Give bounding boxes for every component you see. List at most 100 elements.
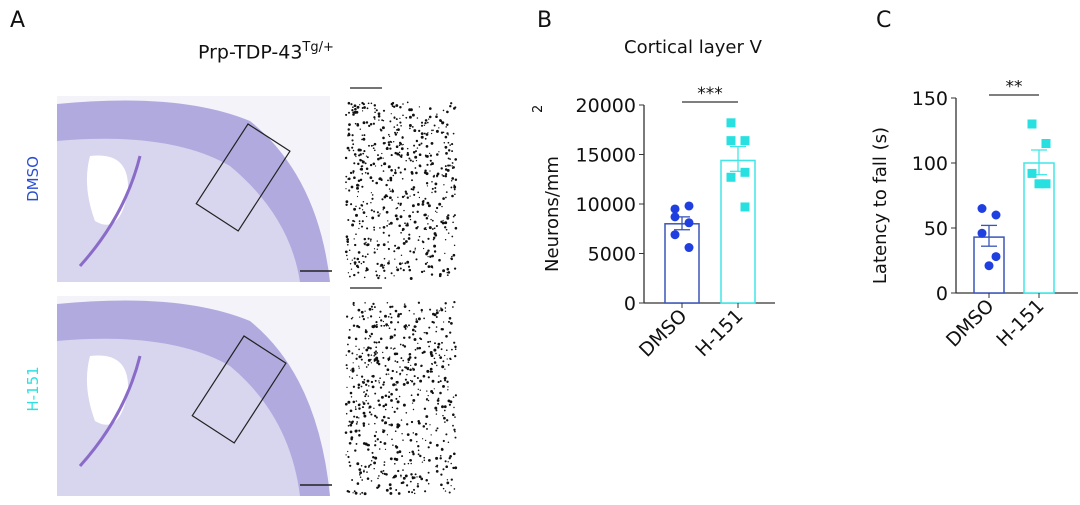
neuron-dot [351, 139, 354, 142]
neuron-dot [344, 250, 348, 254]
neuron-dot [345, 188, 347, 190]
neuron-dot [454, 430, 456, 433]
neuron-dot [450, 186, 453, 189]
neuron-dot [373, 341, 376, 344]
neuron-dot [448, 491, 451, 494]
neuron-dot [351, 352, 354, 355]
neuron-dot [395, 217, 399, 221]
neuron-dot [353, 490, 356, 493]
data-point [977, 228, 987, 238]
neuron-dot [355, 442, 358, 445]
neuron-dot [413, 313, 415, 315]
neuron-dot [354, 429, 358, 433]
neuron-dot [433, 244, 437, 248]
neuron-dot [390, 423, 394, 427]
neuron-dot [394, 131, 396, 134]
neuron-dot [402, 476, 406, 480]
neuron-dot [395, 352, 399, 356]
neuron-dot [360, 225, 364, 228]
neuron-dot [370, 209, 373, 212]
neuron-dot [352, 111, 355, 114]
neuron-dot [425, 172, 429, 176]
neuron-dot [444, 460, 447, 463]
neuron-dot [418, 106, 421, 108]
data-point [684, 218, 694, 228]
neuron-dot [406, 151, 409, 154]
neuron-dot [401, 481, 405, 484]
neuron-dot [362, 424, 366, 427]
neuron-dot [389, 178, 393, 182]
neuron-dot [402, 382, 406, 386]
neuron-dot [421, 203, 425, 206]
neuron-dot [433, 361, 437, 364]
neuron-dot [379, 156, 383, 160]
neuron-dot [411, 179, 413, 182]
neuron-dot [433, 388, 435, 390]
neuron-dot [427, 237, 430, 240]
neuron-dot [442, 414, 444, 417]
neuron-dot [452, 424, 454, 427]
neuron-dot [412, 211, 414, 214]
neuron-dot [371, 451, 374, 454]
neuron-dot [405, 160, 407, 162]
x-tick-label: H-151 [992, 295, 1048, 351]
neuron-dot [348, 329, 351, 331]
neuron-dot [418, 129, 421, 132]
neuron-dot [448, 317, 452, 320]
neuron-dot [402, 469, 404, 471]
neuron-dot [397, 321, 400, 324]
neuron-dot [400, 147, 404, 151]
neuron-dot [384, 394, 388, 398]
neuron-dot [428, 326, 431, 329]
neuron-dot [409, 379, 412, 382]
neuron-dot [424, 490, 427, 493]
neuron-dot [387, 395, 391, 399]
neuron-dot [425, 182, 429, 185]
neuron-dot [366, 477, 370, 480]
neuron-dot [388, 188, 391, 190]
neuron-dot [364, 310, 366, 312]
neuron-dot [377, 477, 379, 480]
neuron-dot [367, 346, 370, 350]
neuron-dot [378, 380, 380, 382]
neuron-dot [442, 487, 445, 490]
neuron-dot [438, 151, 440, 153]
neuron-dot [352, 362, 354, 364]
neuron-dot [427, 223, 429, 225]
neuron-dot [360, 375, 364, 378]
neuron-dot [383, 264, 385, 267]
neuron-dot [409, 127, 411, 130]
neuron-dot [390, 392, 393, 396]
data-point [670, 204, 680, 214]
neuron-dot [410, 394, 413, 397]
neuron-dot [440, 131, 444, 134]
neuron-dot [445, 228, 448, 231]
neuron-dot [434, 210, 437, 212]
neuron-dot [423, 227, 427, 231]
neuron-dot [440, 448, 444, 451]
neuron-dot [364, 244, 366, 246]
region-box [195, 123, 291, 232]
neuron-dot [413, 338, 417, 341]
panel-a-title: Prp-TDP-43Tg/+ [198, 40, 334, 63]
neuron-dot [444, 307, 447, 309]
neuron-dot [389, 221, 393, 225]
neuron-dot [435, 311, 439, 315]
panel-letter-a: A [10, 8, 26, 33]
neuron-dot [423, 213, 427, 217]
neuron-dot [393, 347, 396, 350]
neuron-dot [399, 105, 402, 109]
neuron-dot [345, 364, 348, 367]
neuron-dot [398, 153, 401, 156]
neuron-dot [417, 191, 420, 194]
neuron-dot [375, 325, 378, 328]
neuron-dot [447, 232, 450, 234]
neuron-dot [415, 226, 418, 230]
neuron-dot [452, 396, 455, 398]
neuron-dot [391, 189, 395, 193]
neuron-dot [406, 326, 408, 328]
neuron-dot [369, 334, 371, 337]
neuron-dot [423, 132, 426, 135]
neuron-dot [404, 324, 408, 327]
